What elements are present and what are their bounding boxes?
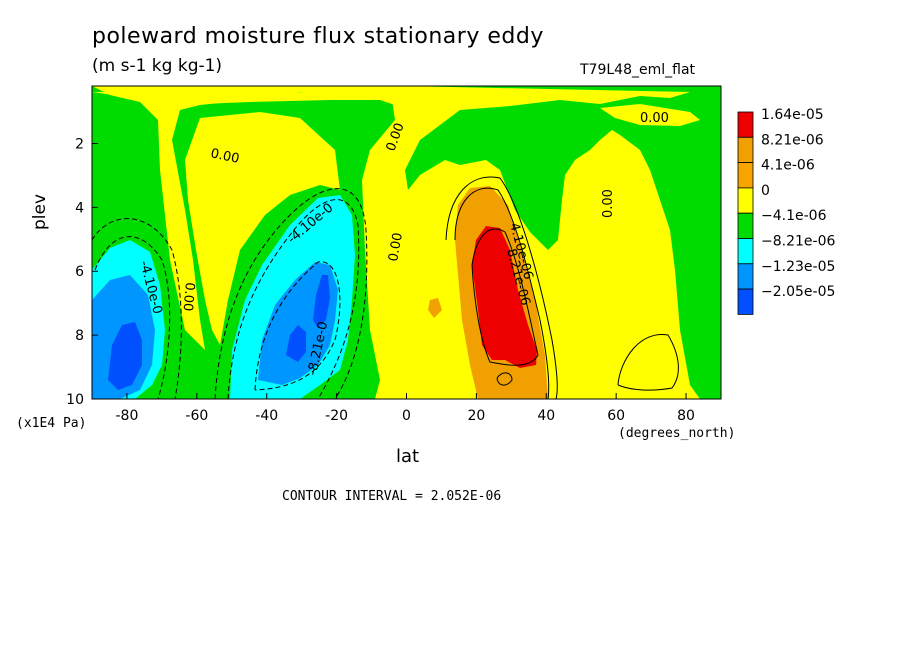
chart-title: poleward moisture flux stationary eddy [92, 24, 544, 49]
x-tick-label: -20 [325, 408, 348, 424]
y-tick-label: 6 [75, 264, 84, 280]
contour-label: 0.00 [386, 232, 406, 263]
legend-swatch [737, 263, 754, 290]
x-tick-label: 60 [607, 408, 625, 424]
legend-label: 8.21e-06 [761, 132, 824, 148]
contour-label: 0.00 [601, 189, 616, 218]
contour-fields [92, 86, 721, 399]
negative-contours [92, 188, 368, 399]
x-axis-unit: (degrees_north) [618, 426, 736, 441]
legend-swatch [737, 288, 754, 315]
legend-label: 0 [761, 183, 770, 199]
positive-contours [445, 176, 679, 399]
contour-label: 0.00 [209, 146, 240, 167]
y-tick-label: 4 [75, 200, 84, 216]
legend-label: 4.1e-06 [761, 158, 815, 174]
y-axis-unit: (x1E4 Pa) [16, 416, 87, 431]
legend-swatch [737, 187, 754, 214]
field-neg-max-central-b [313, 275, 330, 328]
x-tick-label: 20 [467, 408, 485, 424]
dataset-label: T79L48_eml_flat [580, 62, 696, 78]
legend-label: −4.1e-06 [761, 208, 827, 224]
y-tick-label: 2 [75, 136, 84, 152]
field-pos-south-blip [428, 298, 442, 318]
field-zero-south-pocket [185, 112, 340, 345]
x-tick-label: -80 [116, 408, 139, 424]
field-pos-strong [472, 226, 537, 368]
legend-label: −2.05e-05 [761, 284, 835, 300]
legend-swatch [737, 212, 754, 239]
x-tick-label: -40 [255, 408, 278, 424]
legend-label: 1.64e-05 [761, 107, 824, 123]
contour-interval-note: CONTOUR INTERVAL = 2.052E-06 [282, 489, 502, 504]
chart-units: (m s-1 kg kg-1) [92, 56, 223, 76]
legend-label: −8.21e-06 [761, 234, 835, 250]
legend-swatch [737, 111, 754, 138]
legend-swatch [737, 238, 754, 265]
field-zero-top [92, 90, 540, 110]
x-tick-label: 80 [677, 408, 695, 424]
x-tick-label: 40 [537, 408, 555, 424]
y-tick-label: 10 [66, 392, 84, 408]
field-zero-strip [600, 104, 700, 126]
legend: 1.64e-05 8.21e-06 4.1e-06 0 −4.1e-06 −8.21e-0… [737, 107, 835, 315]
legend-swatch [737, 162, 754, 189]
legend-label: −1.23e-05 [761, 259, 835, 275]
field-neg-max-west [108, 322, 142, 390]
legend-swatch [737, 136, 754, 164]
field-neg-max-central-a [286, 325, 306, 362]
y-tick-label: 8 [75, 328, 84, 344]
x-tick-label: 0 [402, 408, 411, 424]
x-tick-label: -60 [185, 408, 208, 424]
contour-label: 0.00 [179, 282, 196, 312]
contour-label: 0.00 [640, 111, 669, 126]
axes: -80 -60 -40 -20 0 20 40 60 80 2 4 6 8 10 [66, 136, 695, 424]
x-axis-label: lat [396, 446, 420, 467]
